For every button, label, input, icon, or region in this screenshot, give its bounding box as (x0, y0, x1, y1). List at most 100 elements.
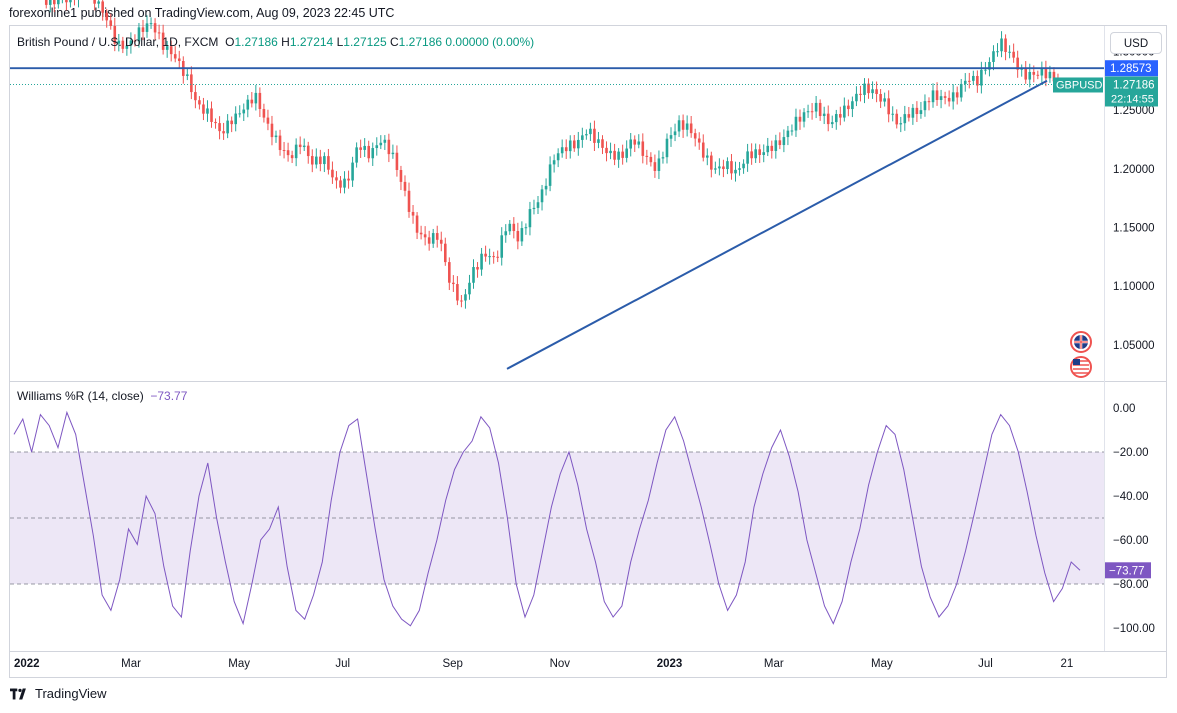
candle (609, 142, 612, 160)
candle (379, 135, 383, 150)
candle-body (863, 83, 866, 95)
symbol-title[interactable]: British Pound / U.S. Dollar, 1D, FXCM (17, 35, 219, 49)
candle (468, 274, 471, 300)
candle-body (496, 256, 499, 258)
candle (411, 205, 415, 224)
candle (919, 101, 923, 119)
level-price-tag (1105, 60, 1158, 77)
candle (572, 134, 576, 152)
candle-body (810, 111, 814, 113)
candle (383, 135, 387, 151)
candle-body (544, 185, 548, 190)
candle (855, 86, 858, 107)
candle (581, 127, 584, 148)
footer-brand-label: TradingView (35, 686, 107, 701)
candle (613, 143, 616, 166)
candle-body (1044, 68, 1048, 79)
last-price-tag (1105, 76, 1158, 107)
time-tick-label: Jul (335, 658, 350, 670)
candle-body (589, 128, 592, 135)
candle (141, 19, 145, 41)
candle (790, 124, 794, 136)
candle (887, 90, 890, 123)
candle (568, 135, 572, 159)
candle (331, 161, 334, 184)
time-tick-label: Nov (550, 658, 571, 670)
candle-body (137, 27, 141, 42)
time-tick-label: 2022 (14, 658, 40, 670)
candle-body (770, 145, 774, 151)
candle-body (121, 40, 125, 49)
candle (774, 134, 778, 159)
candle (758, 144, 761, 163)
candle-body (423, 234, 427, 238)
candle (621, 144, 624, 165)
candle-body (572, 140, 576, 149)
candle-body (492, 256, 495, 258)
candle-body (822, 113, 826, 117)
candle-body (443, 243, 447, 263)
candle-body (226, 120, 229, 134)
candle (939, 89, 943, 109)
candle (524, 223, 528, 235)
time-tick-label: Jul (978, 658, 993, 670)
candle (665, 133, 669, 164)
candle (528, 201, 532, 236)
candle (681, 114, 685, 138)
candle (601, 135, 604, 155)
candle-body (613, 150, 616, 160)
candle-body (452, 282, 455, 285)
candle-body (290, 155, 294, 159)
candle (540, 184, 544, 211)
candle-body (391, 152, 395, 155)
candle-body (65, 0, 68, 3)
candle (597, 131, 600, 149)
candle-body (69, 0, 72, 3)
candle-body (319, 156, 322, 165)
time-tick-label: Mar (121, 658, 141, 670)
candle-body (97, 1, 100, 4)
candle-body (157, 32, 161, 34)
candle-body (907, 114, 911, 118)
candle-body (387, 139, 391, 155)
close-value: 1.27186 (398, 35, 443, 49)
change-value: 0.00000 (0.00%) (445, 35, 535, 49)
candle (782, 129, 786, 153)
candle (113, 17, 117, 52)
candle-body (552, 160, 556, 165)
price-tick-label: 1.05000 (1113, 340, 1155, 352)
candle (310, 149, 314, 173)
candle-body (786, 130, 790, 138)
candle-body (972, 75, 975, 81)
candle (786, 125, 790, 146)
candle (270, 115, 274, 146)
candle-body (633, 139, 637, 145)
candle-body (649, 156, 653, 163)
candle (899, 116, 903, 133)
candle-body (359, 147, 362, 150)
candle-body (1000, 38, 1003, 52)
high-label: H (281, 35, 290, 49)
candle-body (726, 161, 729, 170)
candle (988, 57, 991, 77)
candle-body (254, 92, 258, 104)
candle (448, 257, 451, 291)
candle (685, 115, 689, 137)
candle (234, 106, 237, 132)
candle (427, 230, 431, 251)
candle-body (460, 300, 463, 302)
candle (238, 105, 242, 118)
candle (556, 148, 560, 168)
candle (532, 199, 536, 215)
candle-body (133, 40, 137, 42)
currency-button[interactable]: USD (1110, 32, 1162, 54)
candle (851, 96, 854, 118)
candle-body (105, 12, 109, 21)
candle (121, 36, 125, 54)
candle-body (855, 93, 858, 102)
candle-body (484, 253, 487, 257)
symbol-tag (1053, 77, 1103, 93)
indicator-title[interactable]: Williams %R (14, close) (17, 389, 144, 403)
candle-body (754, 149, 757, 159)
